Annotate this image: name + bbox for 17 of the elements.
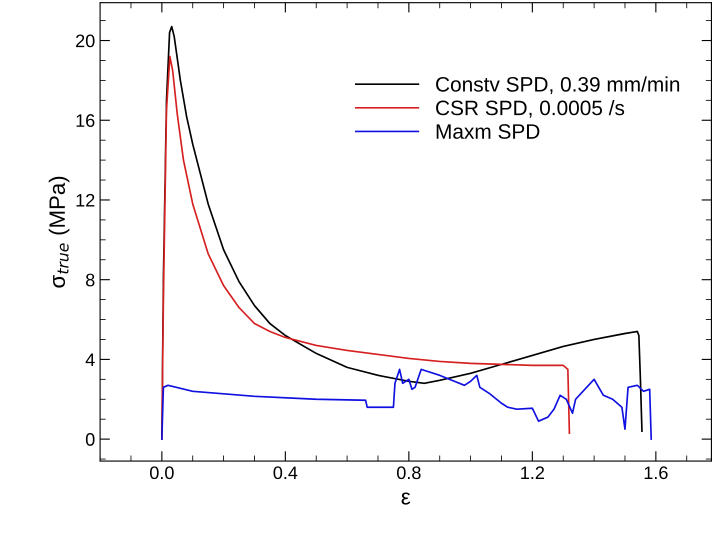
legend-label: Constv SPD, 0.39 mm/min bbox=[436, 76, 680, 94]
y-tick-label: 0 bbox=[86, 433, 95, 446]
x-tick-label: 0.8 bbox=[397, 466, 421, 480]
x-tick-label: 0.4 bbox=[274, 466, 298, 480]
y-tick-label: 20 bbox=[76, 34, 95, 48]
y-tick-label: 12 bbox=[76, 194, 94, 207]
x-tick-label: 1.2 bbox=[521, 466, 544, 479]
legend-label: CSR SPD, 0.0005 /s bbox=[436, 100, 624, 118]
y-tick-label: 16 bbox=[76, 114, 94, 127]
x-axis-title: ε bbox=[402, 492, 410, 505]
y-tick-label: 4 bbox=[86, 354, 95, 366]
y-axis-title: σ$_{true}$ (MPa) bbox=[48, 176, 70, 288]
line-series bbox=[161, 368, 652, 440]
x-tick-label: 0.0 bbox=[150, 466, 174, 480]
x-tick-label: 1.6 bbox=[644, 466, 668, 480]
y-tick-label: 8 bbox=[86, 274, 94, 286]
legend-label: Maxm SPD bbox=[436, 124, 540, 139]
